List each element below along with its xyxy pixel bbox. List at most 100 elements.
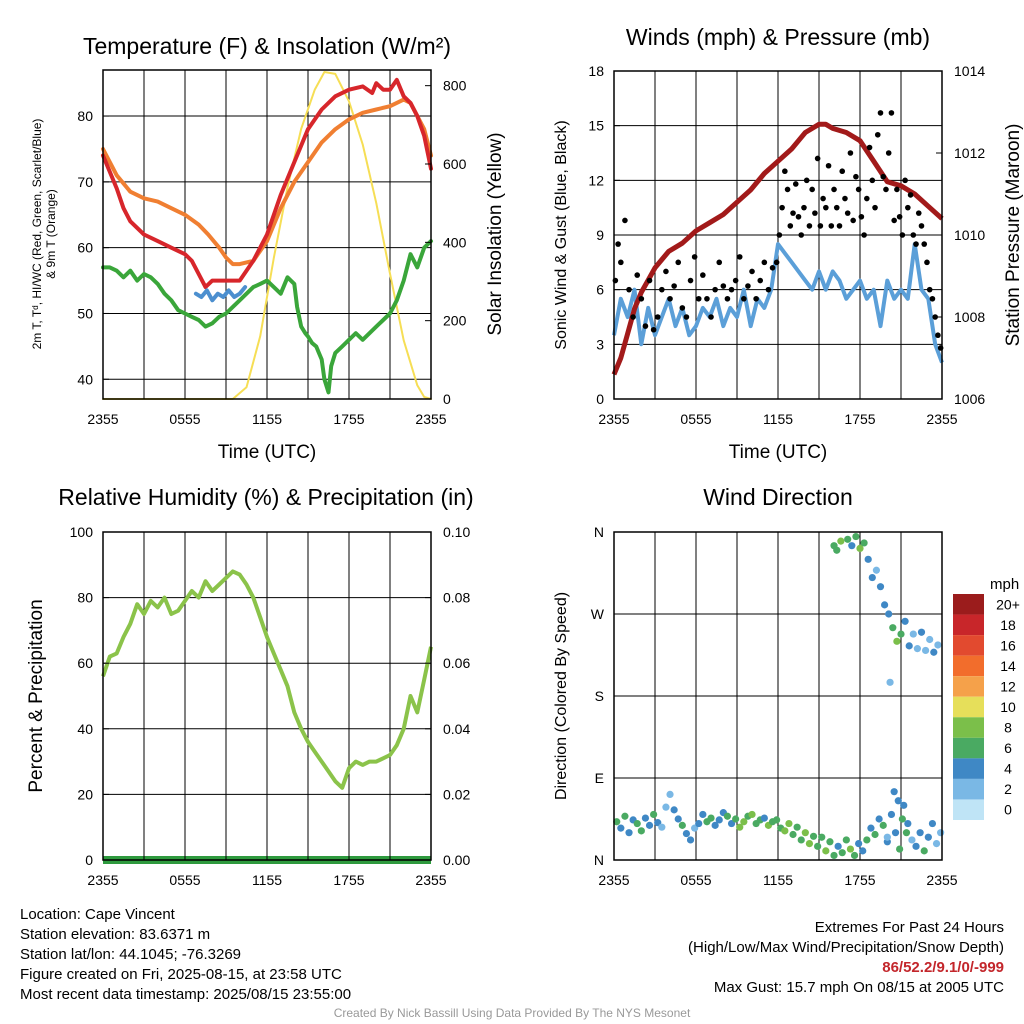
latlon-text: Station lat/lon: 44.1045; -76.3269 <box>20 946 242 963</box>
direction-point <box>886 678 894 686</box>
direction-point <box>898 815 906 823</box>
direction-ticks: 2355 0555 1155 1755 2355 N E S W N <box>591 524 958 888</box>
colorbar-swatch <box>953 778 984 800</box>
direction-point <box>932 840 941 848</box>
direction-point <box>797 836 805 844</box>
winds-ylabel-left: Sonic Wind & Gust (Blue, Black) <box>553 120 570 349</box>
direction-point <box>625 829 633 837</box>
direction-point <box>875 815 883 823</box>
y-tick-label-left: N <box>594 524 604 540</box>
colorbar-swatch <box>953 614 984 636</box>
gust-point <box>654 314 661 320</box>
y-tick-label-left: 18 <box>588 63 604 79</box>
direction-point <box>846 845 855 853</box>
colorbar-title: mph <box>990 576 1019 593</box>
t2m-line <box>101 77 433 290</box>
gust-point <box>896 213 903 220</box>
gust-point <box>839 168 846 175</box>
gust-point <box>792 181 799 187</box>
gust-point <box>836 223 843 229</box>
gust-point <box>646 277 653 284</box>
colorbar-swatch <box>953 737 984 759</box>
gust-point <box>902 177 908 184</box>
gust-point <box>932 314 938 320</box>
winds-ticks: 2355 0555 1155 1755 2355 0 3 6 9 12 15 18 1006 1008 10… <box>588 63 985 427</box>
gust-point <box>825 162 832 169</box>
gust-point <box>910 232 917 238</box>
x-tick-label: 1155 <box>252 872 282 888</box>
direction-series <box>613 532 945 860</box>
direction-point <box>699 810 707 819</box>
colorbar-label: 20+ <box>996 596 1020 612</box>
gust-point <box>720 283 727 289</box>
direction-point <box>885 610 893 618</box>
gust-point <box>828 223 835 229</box>
gust-point <box>776 232 783 238</box>
colorbar-label: 18 <box>1000 617 1016 633</box>
gust-point <box>883 186 889 193</box>
station-info: Location: Cape Vincent Station elevation… <box>20 905 351 1005</box>
gust-point <box>888 110 895 116</box>
gust-point <box>687 277 694 284</box>
temperature-title: Temperature (F) & Insolation (W/m²) <box>83 33 451 59</box>
y-tick-label-right: 0.00 <box>443 852 470 868</box>
gust-point <box>679 305 686 311</box>
gust-point <box>695 295 702 302</box>
y-tick-label-left: E <box>595 770 604 786</box>
x-tick-label: 1155 <box>763 872 793 888</box>
y-tick-label-left: 40 <box>77 371 93 387</box>
gust-point <box>831 186 837 193</box>
direction-point <box>917 628 926 636</box>
gust-point <box>894 186 900 193</box>
direction-point <box>633 819 641 828</box>
gust-point <box>907 192 914 198</box>
gust-point <box>795 213 802 220</box>
direction-point <box>890 788 898 796</box>
direction-point <box>922 646 930 655</box>
colorbar-swatch <box>953 758 984 779</box>
direction-point <box>637 827 645 835</box>
direction-point <box>715 816 723 824</box>
credit-text: Created By Nick Bassill Using Data Provi… <box>333 1006 691 1020</box>
gust-point <box>663 268 669 275</box>
gust-point <box>935 332 941 339</box>
direction-point <box>928 819 937 828</box>
colorbar-label: 2 <box>1004 781 1012 797</box>
gust-point <box>820 195 826 202</box>
x-tick-label: 2355 <box>926 872 957 888</box>
direction-point <box>641 814 650 822</box>
direction-point <box>830 851 838 860</box>
x-tick-label: 0555 <box>169 872 200 888</box>
winds-panel: Winds (mph) & Pressure (mb) 2355 0555 1155… <box>553 24 1024 463</box>
y-tick-label-right: 400 <box>443 234 467 250</box>
extremes-values: 86/52.2/9.1/0/-999 <box>882 959 1004 976</box>
gust-point <box>853 173 859 180</box>
direction-point <box>904 819 912 828</box>
y-tick-label-left: 3 <box>596 336 604 352</box>
winds-ylabel-right: Station Pressure (Maroon) <box>1003 124 1024 347</box>
gust-point <box>842 195 848 202</box>
y-tick-label-left: 40 <box>77 721 93 737</box>
direction-point <box>913 645 922 653</box>
direction-ylabel-left: Direction (Colored By Speed) <box>553 592 570 800</box>
temperature-ylabel-right: Solar Insolation (Yellow) <box>485 132 506 335</box>
gust-point <box>861 232 867 238</box>
y-tick-label-left: 6 <box>596 282 604 298</box>
gust-point <box>615 241 621 247</box>
y-tick-label-left: 60 <box>77 655 93 671</box>
direction-point <box>860 539 868 547</box>
y-tick-label-left: 100 <box>70 524 94 540</box>
t9m-line <box>101 97 433 267</box>
direction-point <box>856 544 864 553</box>
humidity-grid <box>102 531 432 861</box>
y-tick-label-right: 1010 <box>954 227 985 243</box>
gust-point <box>823 204 829 211</box>
created-text: Figure created on Fri, 2025-08-15, at 23… <box>20 966 342 983</box>
gust-point <box>803 177 810 184</box>
y-tick-label-right: 200 <box>443 313 467 329</box>
direction-point <box>818 833 826 841</box>
direction-point <box>617 824 625 832</box>
y-tick-label-left: 9 <box>596 227 604 243</box>
gust-point <box>880 173 887 180</box>
direction-point <box>711 821 719 829</box>
